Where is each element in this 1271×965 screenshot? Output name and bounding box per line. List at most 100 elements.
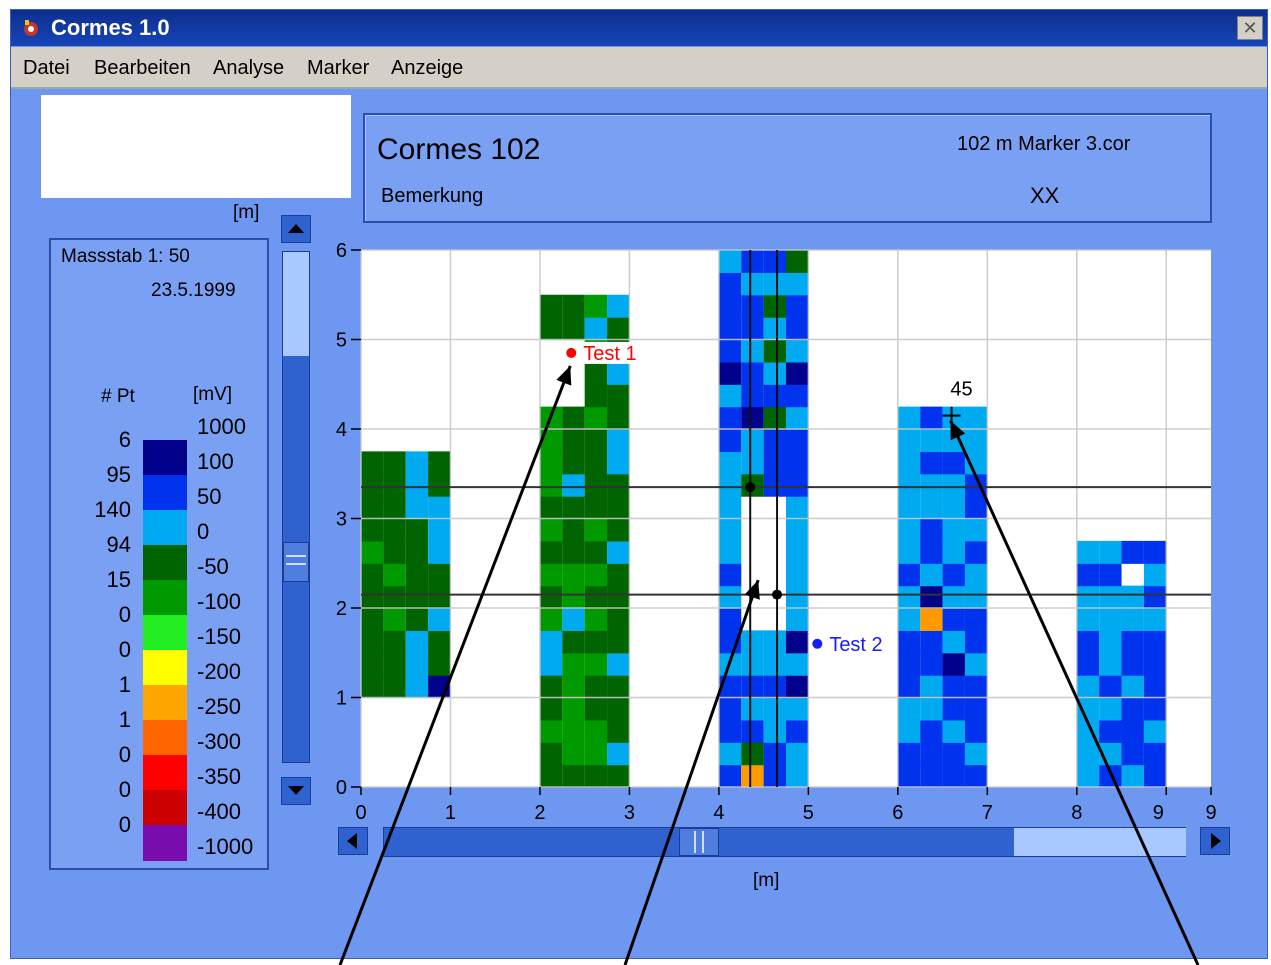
map-cell [763,675,786,699]
map-cell [361,451,384,475]
map-cell [786,630,809,654]
map-cell [786,451,809,475]
map-cell [1143,719,1167,743]
main-window: Cormes 1.0 ✕ Datei Bearbeiten Analyse Ma… [10,9,1268,959]
map-cell [1143,540,1167,564]
map-cell [763,272,786,296]
map-cell [584,496,608,520]
menu-bearbeiten[interactable]: Bearbeiten [94,57,191,79]
map-cell [897,652,921,676]
x-tick-label: 7 [982,802,993,824]
map-cell [539,294,563,318]
map-cell [361,675,384,699]
scroll-track[interactable] [282,251,310,763]
map-cell [405,652,429,676]
map-cell [562,540,585,564]
map-cell [562,719,585,743]
map-cell [562,630,585,654]
close-button[interactable]: ✕ [1237,16,1263,40]
map-cell [584,563,608,587]
map-cell [786,272,809,296]
map-cell [786,563,809,587]
remark-value[interactable]: XX [1030,183,1060,208]
map-cell [897,563,921,587]
map-cell [897,630,921,654]
map-cell [897,697,921,721]
map-cell [964,406,988,430]
vertical-scrollbar[interactable] [281,215,311,805]
map-cell [741,272,764,296]
map-cell [718,719,742,743]
map-cell [718,630,742,654]
x-tick-label: 0 [355,802,366,824]
legend-swatch [143,650,187,686]
map-cell [607,630,630,654]
map-cell [607,518,630,542]
map-cell [1076,608,1100,631]
map-cell [942,563,965,587]
map-cell [718,384,742,408]
map-cell [942,496,965,520]
map-cell [383,608,406,631]
map-cell [1121,697,1144,721]
title-bar[interactable]: Cormes 1.0 ✕ [11,10,1267,46]
map-cell [405,540,429,564]
map-cell [964,429,988,452]
map-cell [964,764,988,788]
menu-anzeige[interactable]: Anzeige [391,57,464,79]
map-cell [718,742,742,766]
profile-name: Cormes 102 [377,133,541,166]
legend-value: -150 [197,624,242,649]
menu-marker[interactable]: Marker [307,57,370,79]
map-cell [1121,675,1144,699]
y-tick-label: 5 [336,330,347,352]
map-cell [562,652,585,676]
map-cell [584,608,608,631]
scroll-thumb[interactable] [283,542,309,582]
legend-value: -100 [197,589,242,614]
map-cell [718,764,742,788]
map-cell [897,719,921,743]
scroll-right-button[interactable] [1200,827,1230,855]
menu-datei[interactable]: Datei [23,57,70,79]
map-cell [584,764,608,788]
legend-value: -400 [197,799,242,824]
map-cell [920,585,943,609]
map-cell [786,384,809,408]
map-cell [405,518,429,542]
map-cell [1076,719,1100,743]
map-cell [562,473,585,497]
map-cell [562,518,585,542]
scroll-up-button[interactable] [281,215,311,243]
map-cell [1143,630,1167,654]
horizontal-scrollbar[interactable] [338,825,1230,859]
map-cell [361,630,384,654]
map-cell [1099,719,1122,743]
hscroll-track[interactable] [383,827,1186,857]
map-cell [786,518,809,542]
map-cell [942,719,965,743]
menu-analyse[interactable]: Analyse [213,57,285,79]
map-cell [718,496,742,520]
map-cell [539,719,563,743]
map-cell [920,630,943,654]
map-cell [920,451,943,475]
map-cell [539,518,563,542]
x-tick-label: 9 [1153,802,1164,824]
map-cell [718,272,742,296]
map-cell [539,496,563,520]
map-cell [361,540,384,564]
selection-point [772,589,783,600]
hscroll-thumb[interactable] [679,828,719,856]
map-cell [1099,630,1122,654]
map-cell [718,451,742,475]
scroll-down-button[interactable] [281,777,311,805]
map-cell [1099,764,1122,788]
map-cell [383,473,406,497]
scale-label: Massstab 1: 50 [61,246,190,267]
scroll-left-button[interactable] [338,827,368,855]
map-cell [920,697,943,721]
map-cell [607,675,630,699]
map-cell [383,451,406,475]
